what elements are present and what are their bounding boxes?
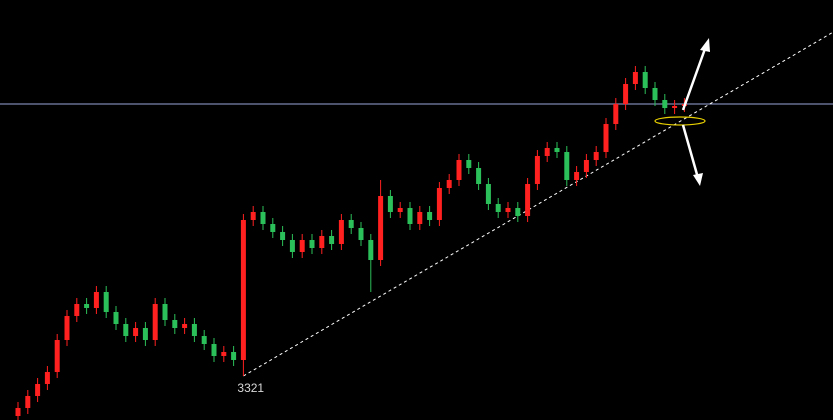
candle-body (574, 172, 580, 180)
candle-body (662, 100, 668, 108)
candle-body (338, 220, 344, 244)
candle-body (142, 328, 148, 340)
candle-body (495, 204, 501, 212)
candle-body (44, 372, 50, 384)
candle-body (201, 336, 207, 344)
candle-body (613, 104, 619, 124)
candle-body (446, 180, 452, 188)
candle-body (583, 160, 589, 172)
candle-body (358, 228, 364, 240)
candle-body (534, 156, 540, 184)
candle-body (348, 220, 354, 228)
candle-body (84, 304, 90, 308)
candle-body (554, 148, 560, 152)
candle-body (93, 292, 99, 308)
candle-body (378, 196, 384, 260)
low-label: 3321 (237, 381, 264, 395)
candle-body (544, 148, 550, 156)
candle-body (15, 408, 21, 416)
candle-body (113, 312, 119, 324)
candle-body (103, 292, 109, 312)
candle-body (289, 240, 295, 252)
candle-body (417, 212, 423, 224)
candle-body (191, 324, 197, 336)
up-arrow (681, 45, 708, 111)
candle-body (329, 236, 335, 244)
annotations (654, 38, 710, 186)
candle-body (162, 304, 168, 320)
candle-body (672, 106, 678, 108)
candle-body (564, 152, 570, 180)
candle-body (25, 396, 31, 408)
candle-body (427, 212, 433, 220)
candle-body (436, 188, 442, 220)
candle-body (152, 304, 158, 340)
candle-body (652, 88, 658, 100)
candle-body (632, 72, 638, 84)
candle-body (35, 384, 41, 396)
candle-body (623, 84, 629, 104)
candle-body (368, 240, 374, 260)
candle-body (603, 124, 609, 152)
candle-body (299, 240, 305, 252)
marks: 3321 (0, 31, 833, 420)
candle-body (133, 328, 139, 336)
candle-body (240, 220, 246, 360)
candle-body (319, 236, 325, 248)
candle-body (221, 352, 227, 356)
candle-body (387, 196, 393, 212)
up-arrow-head (700, 38, 710, 52)
candle-body (485, 184, 491, 204)
candle-body (642, 72, 648, 88)
candle-body (525, 184, 531, 216)
candle-body (123, 324, 129, 336)
candle-body (250, 212, 256, 220)
candle-body (407, 208, 413, 224)
candle-body (54, 340, 60, 372)
candle-body (397, 208, 403, 212)
down-arrow (681, 124, 700, 179)
candle-body (593, 152, 599, 160)
candle-body (505, 208, 511, 212)
candle-body (456, 160, 462, 180)
candle-body (182, 324, 188, 328)
candle-body (476, 168, 482, 184)
candle-body (515, 208, 521, 216)
candle-body (466, 160, 472, 168)
candle-body (231, 352, 237, 360)
candle-body (172, 320, 178, 328)
candle-body (64, 316, 70, 340)
candle-body (74, 304, 80, 316)
highlight-ellipse (654, 116, 706, 126)
down-arrow-head (693, 173, 703, 186)
candle-body (280, 232, 286, 240)
candle-body (309, 240, 315, 248)
candle-body (211, 344, 217, 356)
candle-body (270, 224, 276, 232)
candle-body (260, 212, 266, 224)
